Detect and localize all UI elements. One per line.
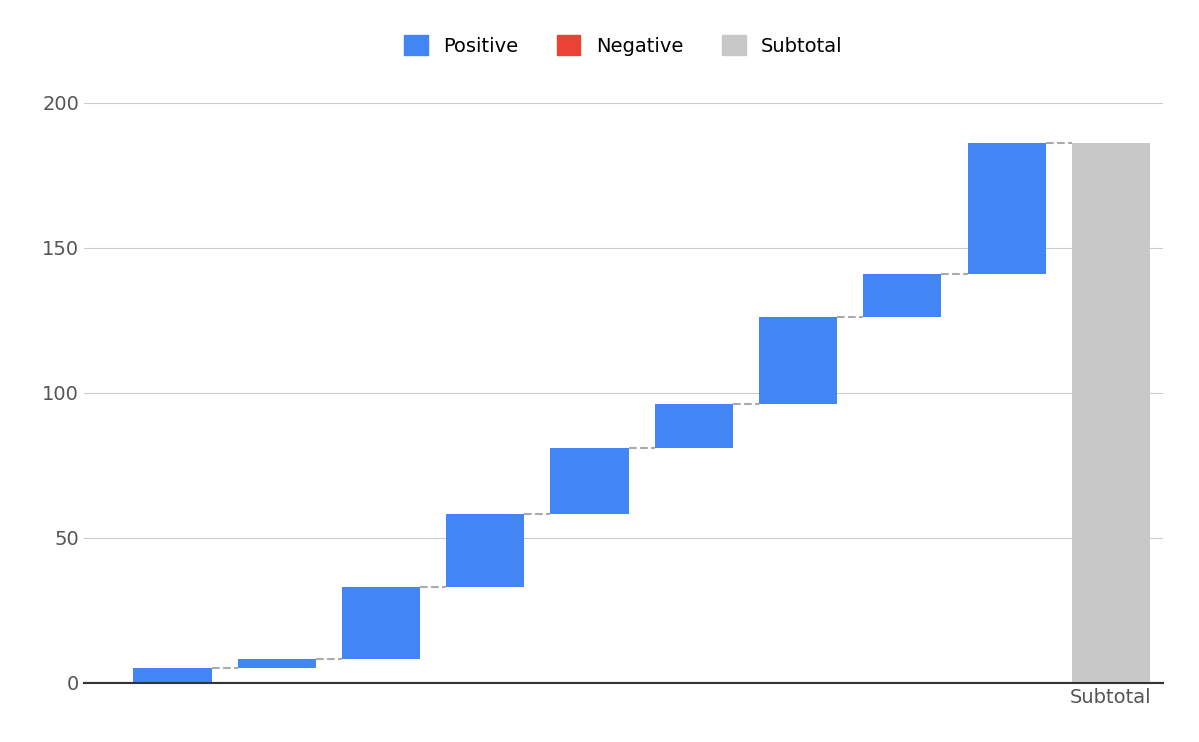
- Bar: [1072, 143, 1150, 683]
- Bar: [759, 318, 837, 404]
- Bar: [550, 448, 628, 514]
- Bar: [446, 514, 524, 587]
- Bar: [863, 274, 941, 318]
- Bar: [237, 660, 315, 668]
- Bar: [968, 143, 1046, 274]
- Legend: Positive, Negative, Subtotal: Positive, Negative, Subtotal: [394, 25, 852, 65]
- Bar: [655, 404, 733, 448]
- Bar: [133, 668, 212, 683]
- Bar: [342, 587, 420, 660]
